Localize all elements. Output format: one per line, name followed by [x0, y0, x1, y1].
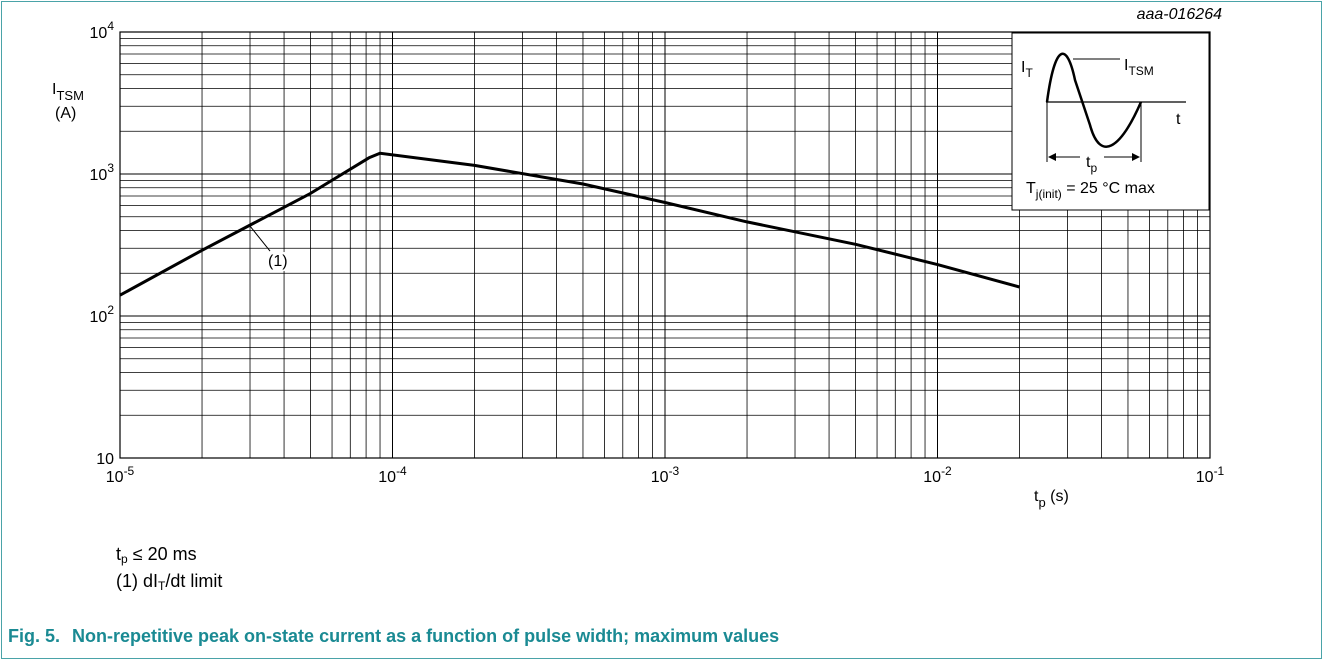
x-axis-label: tp (s) — [1034, 488, 1069, 510]
waveform-inset: IT ITSM t tp Tj(init) = 25 °C max — [1011, 32, 1210, 211]
y-tick-label: 103 — [90, 161, 115, 184]
inset-arrowhead-left — [1048, 153, 1056, 161]
note-dit-limit: (1) dIT/dt limit — [116, 571, 223, 593]
x-tick-label: 10-5 — [106, 464, 135, 486]
inset-itsm-label: ITSM — [1124, 57, 1154, 78]
y-tick-label: 102 — [90, 303, 115, 326]
x-tick-label: 10-1 — [1196, 464, 1225, 486]
annotation-leader — [249, 225, 271, 252]
notes: tp ≤ 20 ms (1) dIT/dt limit — [116, 543, 222, 597]
x-tick-label: 10-4 — [378, 464, 407, 486]
y-axis-label: ITSM — [52, 81, 84, 103]
inset-arrowhead-right — [1132, 153, 1140, 161]
figure-number: Fig. 5. — [8, 626, 61, 646]
x-tick-label: 10-2 — [923, 464, 952, 486]
tick-labels: 10-5 10-4 10-3 10-2 10-1 10 102 103 104 — [90, 19, 1225, 486]
inset-tj-label: Tj(init) = 25 °C max — [1026, 180, 1155, 201]
annotation-label: (1) — [268, 253, 288, 270]
figure-title: Non-repetitive peak on-state current as … — [72, 626, 780, 646]
inset-tp-label: tp — [1086, 154, 1097, 175]
x-tick-label: 10-3 — [651, 464, 680, 486]
inset-box — [1011, 32, 1210, 211]
figure-caption: Fig. 5. Non-repetitive peak on-state curr… — [8, 626, 779, 647]
data-layer: (1) — [119, 151, 1020, 297]
annotation-label-bg — [266, 252, 290, 272]
figure-id: aaa-016264 — [1137, 6, 1223, 23]
inset-t-label: t — [1176, 111, 1181, 128]
inset-sine-wave — [1045, 52, 1143, 148]
series-line-0 — [119, 151, 1020, 297]
y-tick-label: 10 — [96, 451, 114, 468]
inset-it-label: IT — [1021, 59, 1033, 80]
y-axis-unit: (A) — [55, 105, 76, 122]
plot-border — [119, 31, 1211, 459]
y-tick-label: 104 — [90, 19, 115, 42]
note-pulse-limit: tp ≤ 20 ms — [116, 544, 197, 566]
